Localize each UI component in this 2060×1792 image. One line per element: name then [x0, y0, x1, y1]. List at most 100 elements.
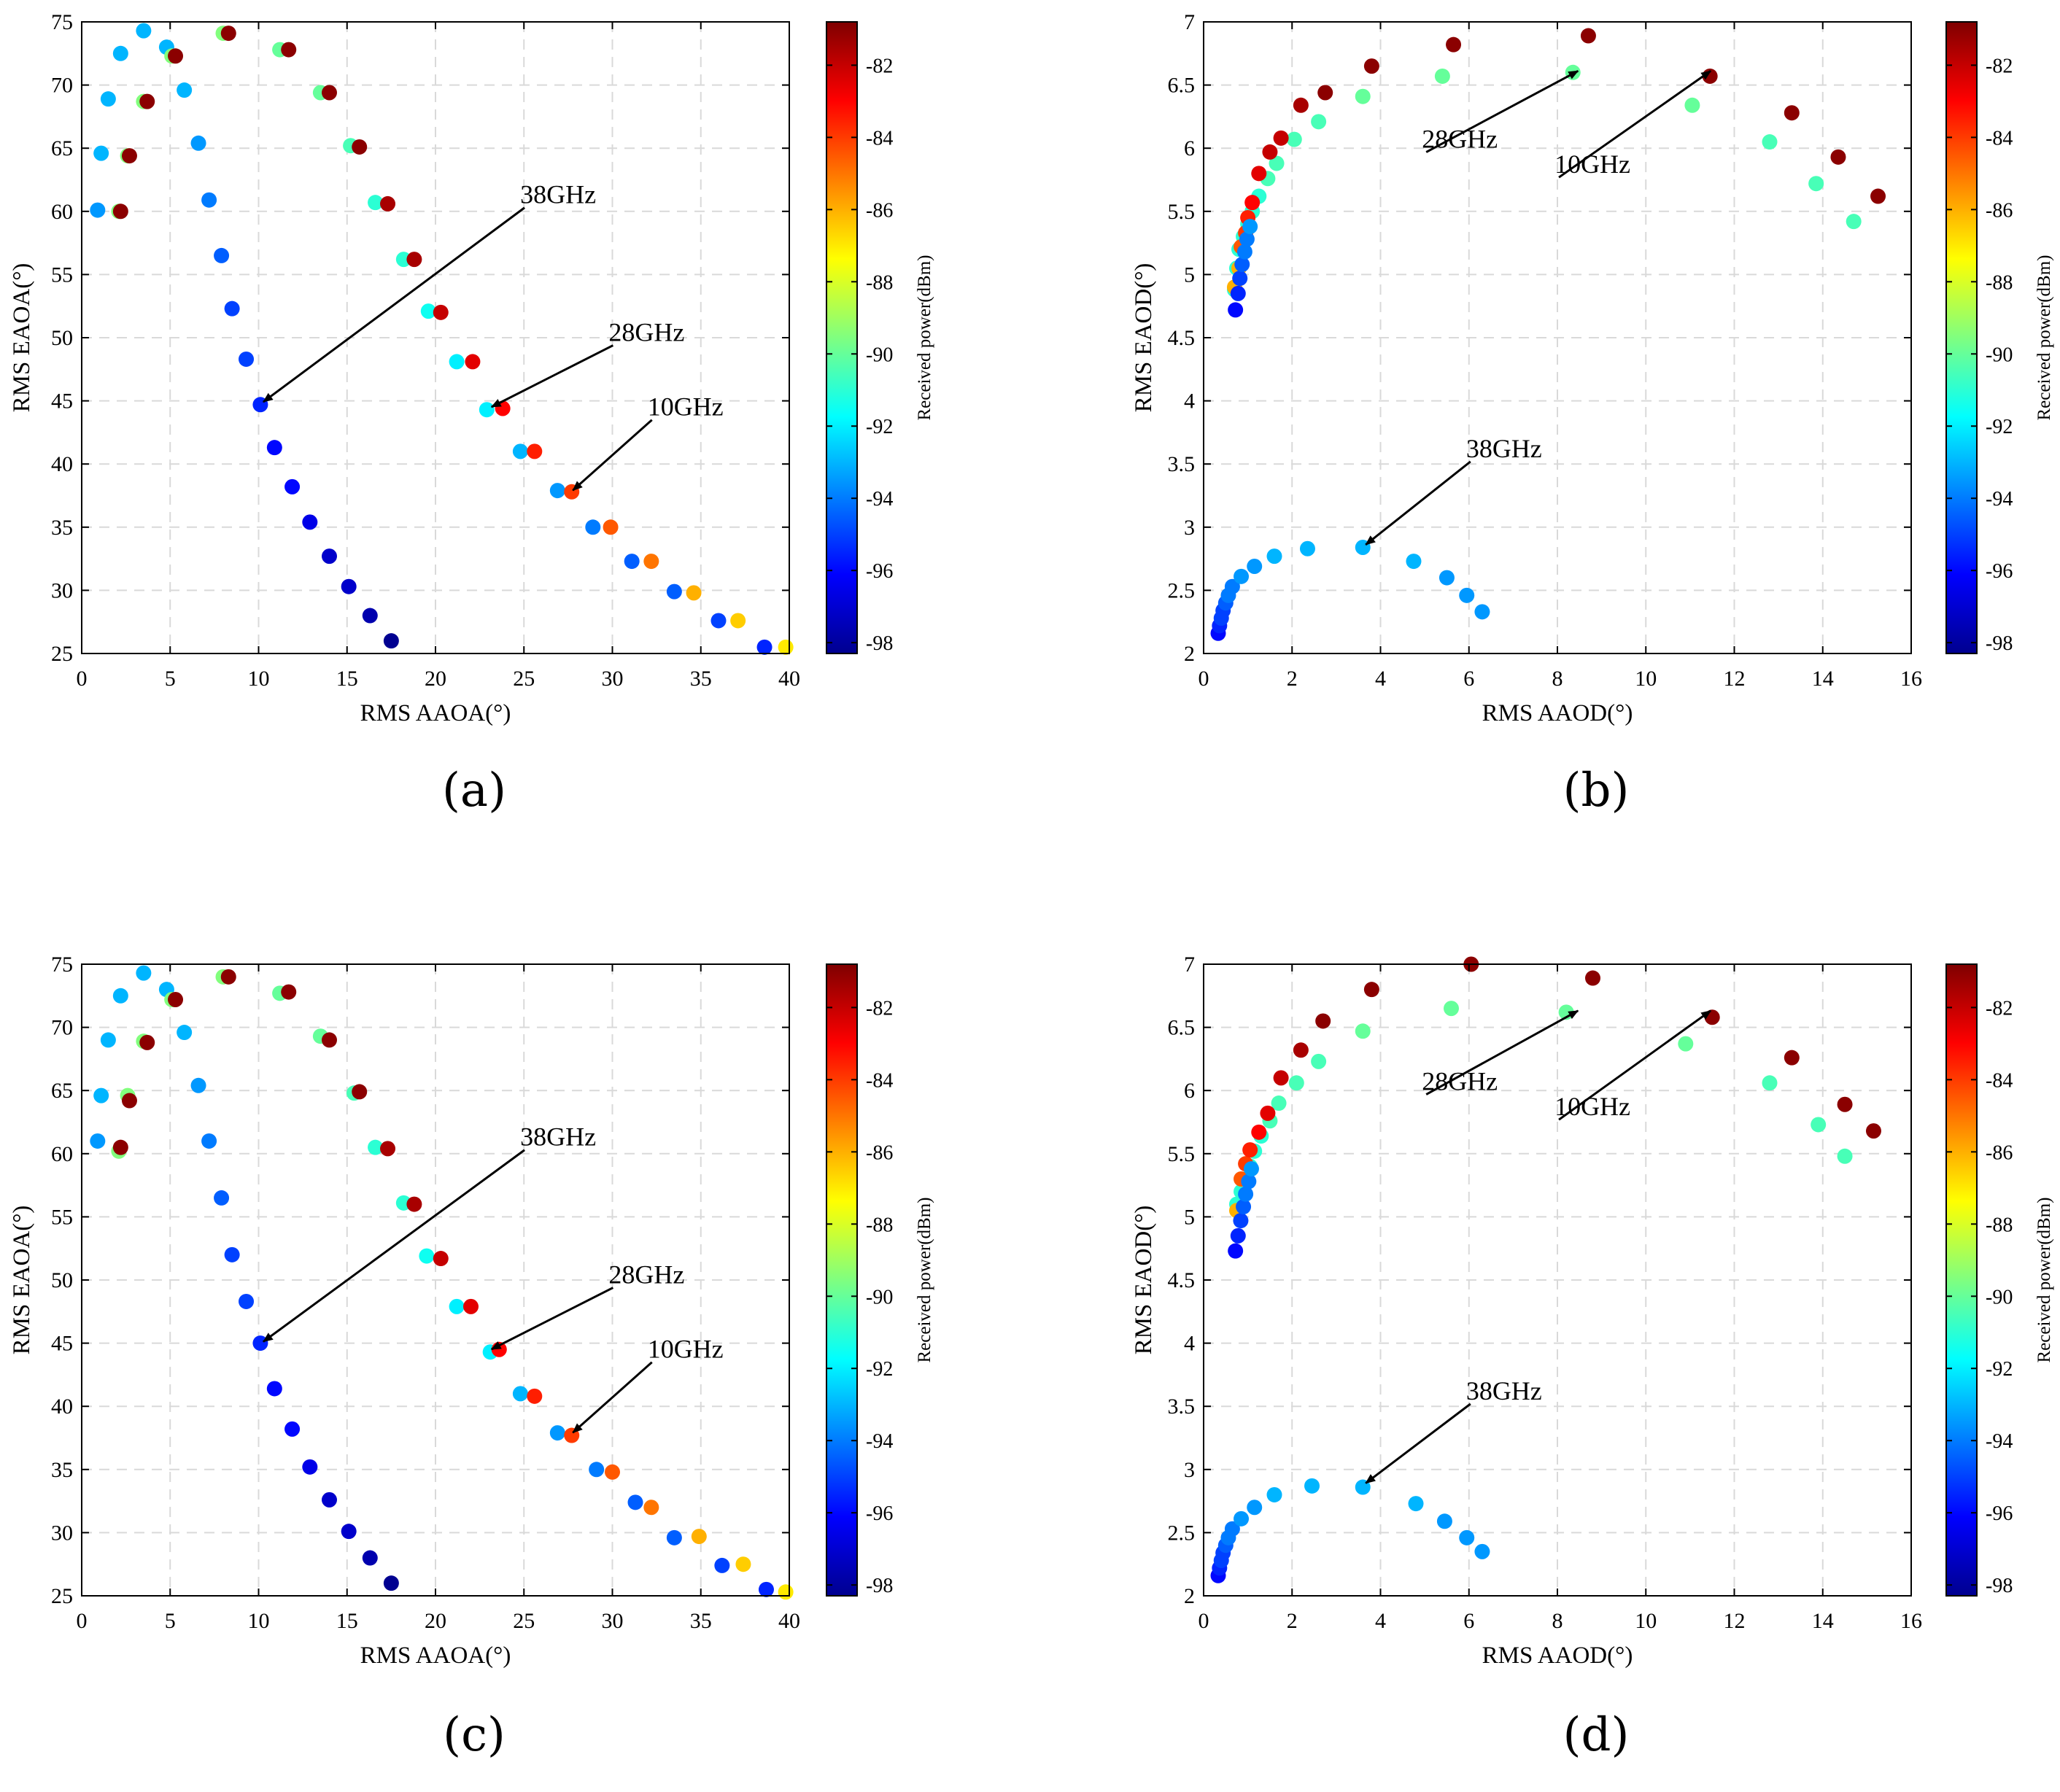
- data-point: [1242, 219, 1258, 235]
- data-point: [735, 1556, 751, 1572]
- data-point: [1286, 131, 1302, 147]
- data-point: [1406, 554, 1422, 570]
- x-tick-label: 14: [1812, 667, 1834, 691]
- y-tick-label: 4: [1184, 1332, 1195, 1356]
- data-point: [627, 1494, 643, 1510]
- colorbar-label: Received power(dBm): [915, 255, 934, 420]
- y-tick-label: 45: [51, 389, 73, 414]
- annotation-arrow: [1425, 69, 1579, 153]
- data-point: [177, 1025, 193, 1041]
- data-point: [168, 48, 184, 64]
- data-point: [1266, 1486, 1282, 1502]
- data-point: [90, 1133, 106, 1149]
- data-point: [284, 478, 301, 494]
- colorbar: [1946, 964, 1977, 1596]
- colorbar-frame: [1945, 21, 1978, 654]
- data-point: [1293, 1042, 1309, 1058]
- y-tick-label: 3.5: [1168, 452, 1196, 476]
- colorbar-label: Received power(dBm): [915, 1197, 934, 1362]
- data-point: [121, 148, 137, 164]
- x-tick-label: 14: [1812, 1609, 1834, 1633]
- y-tick-label: 3: [1184, 1458, 1195, 1482]
- colorbar-label: Received power(dBm): [2034, 1197, 2054, 1362]
- data-point: [1837, 1096, 1853, 1112]
- data-point: [1846, 214, 1862, 230]
- data-point: [406, 252, 422, 268]
- data-point: [1266, 548, 1282, 565]
- annotation-label: 10GHz: [1554, 150, 1630, 179]
- x-tick-label: 35: [690, 667, 712, 691]
- data-point: [491, 1341, 507, 1357]
- panel-a: 0 5 10 15 20 25 30 35 40 25 30 35 40 45 50 55 60 65 70 75 RM…: [9, 10, 934, 818]
- data-point: [1317, 85, 1333, 101]
- data-point: [1363, 982, 1379, 998]
- y-tick-label: 50: [51, 1268, 73, 1292]
- data-point: [302, 514, 318, 530]
- data-point: [139, 1034, 155, 1050]
- annotation-label: 10GHz: [648, 392, 724, 422]
- data-point: [512, 1386, 528, 1402]
- x-tick-label: 35: [690, 1609, 712, 1633]
- data-point: [281, 984, 297, 1000]
- y-axis-label: RMS EAOA(°): [9, 263, 35, 413]
- annotation-arrow: [1558, 1009, 1712, 1121]
- y-tick-label: 60: [51, 1142, 73, 1166]
- data-point: [368, 195, 384, 211]
- y-tick-label: 25: [51, 1584, 73, 1608]
- data-point: [1444, 1001, 1459, 1017]
- data-point: [1224, 1521, 1240, 1537]
- data-point: [1236, 244, 1252, 260]
- x-tick-label: 10: [1635, 1609, 1657, 1633]
- data-point: [778, 639, 794, 655]
- data-point: [136, 23, 152, 39]
- x-tick-label: 0: [1199, 1609, 1209, 1633]
- data-point: [585, 519, 601, 535]
- data-point: [605, 1464, 620, 1480]
- data-point: [190, 1077, 206, 1093]
- data-point: [252, 1335, 268, 1351]
- y-axis-label: RMS EAOA(°): [9, 1206, 35, 1355]
- data-point: [380, 1141, 396, 1157]
- colorbar-tick-label: -90: [1986, 1286, 2013, 1308]
- data-point: [589, 1462, 605, 1478]
- panel-label: (c): [443, 1708, 506, 1762]
- data-point: [1293, 97, 1309, 113]
- data-point: [1269, 155, 1285, 171]
- annotation-arrow: [1558, 70, 1712, 179]
- y-tick-label: 6: [1184, 1079, 1195, 1103]
- data-point: [1299, 540, 1315, 556]
- data-point: [1234, 257, 1250, 273]
- x-tick-label: 4: [1375, 667, 1386, 691]
- data-point: [201, 1133, 217, 1149]
- data-point: [1234, 1510, 1250, 1527]
- data-point: [341, 1524, 357, 1540]
- y-tick-label: 30: [51, 1521, 73, 1545]
- data-point: [121, 1093, 137, 1109]
- data-point: [433, 304, 449, 320]
- y-tick-label: 70: [51, 74, 73, 98]
- data-point: [112, 988, 128, 1004]
- x-tick-label: 30: [602, 667, 624, 691]
- data-point: [1239, 231, 1255, 247]
- x-tick-label: 2: [1287, 667, 1298, 691]
- y-tick-label: 35: [51, 516, 73, 540]
- data-point: [220, 26, 236, 42]
- y-axis-label: RMS EAOD(°): [1131, 1206, 1157, 1355]
- data-point: [1474, 1543, 1490, 1559]
- data-point: [284, 1421, 301, 1437]
- data-point: [383, 1575, 399, 1591]
- data-point: [433, 1251, 449, 1267]
- y-tick-label: 4.5: [1168, 326, 1196, 350]
- colorbar-tick-label: -92: [866, 416, 893, 438]
- colorbar-tick-label: -98: [1986, 1575, 2013, 1597]
- series-38ghz: [1210, 540, 1490, 641]
- data-point: [686, 585, 702, 601]
- data-point: [93, 1087, 109, 1103]
- annotation-arrow: [1365, 1403, 1471, 1484]
- x-tick-label: 25: [513, 1609, 535, 1633]
- data-point: [1232, 271, 1248, 287]
- colorbar-tick-label: -86: [1986, 1141, 2013, 1164]
- panel-label: (b): [1563, 764, 1630, 818]
- y-tick-label: 5.5: [1168, 200, 1196, 224]
- colorbar-tick-label: -90: [866, 344, 893, 366]
